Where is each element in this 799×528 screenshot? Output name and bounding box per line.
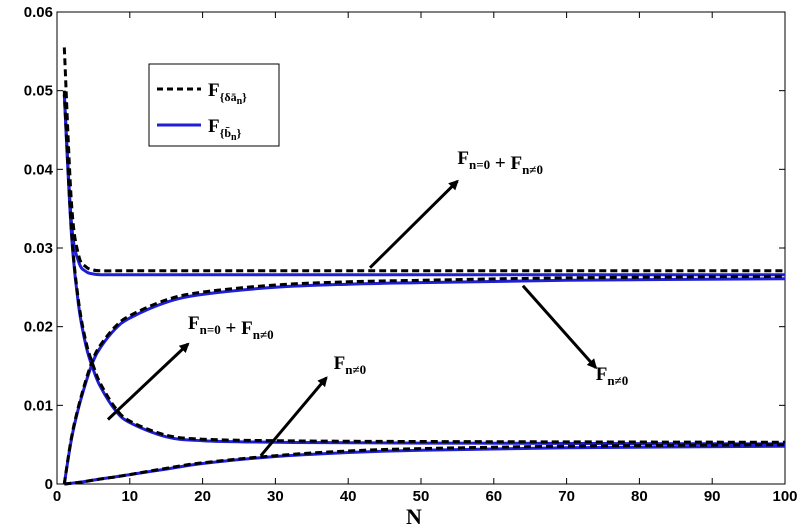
x-tick-label: 80	[631, 488, 648, 505]
x-tick-label: 100	[772, 488, 797, 505]
x-tick-label: 30	[267, 488, 284, 505]
legend: F{δān} F{b̄n}	[149, 64, 279, 146]
y-tick-label: 0.05	[24, 83, 53, 100]
y-tick-label: 0.06	[24, 4, 53, 21]
y-tick-label: 0	[45, 476, 53, 493]
x-tick-label: 0	[53, 488, 61, 505]
x-tick-label: 40	[340, 488, 357, 505]
y-tick-label: 0.02	[24, 319, 53, 336]
x-tick-label: 10	[121, 488, 138, 505]
x-tick-label: 50	[413, 488, 430, 505]
x-tick-label: 60	[485, 488, 502, 505]
y-tick-label: 0.01	[24, 397, 53, 414]
x-axis-title: N	[406, 504, 422, 528]
y-tick-label: 0.04	[24, 161, 54, 178]
x-tick-label: 70	[558, 488, 575, 505]
y-tick-label: 0.03	[24, 240, 53, 257]
x-tick-label: 90	[704, 488, 721, 505]
x-tick-label: 20	[194, 488, 211, 505]
